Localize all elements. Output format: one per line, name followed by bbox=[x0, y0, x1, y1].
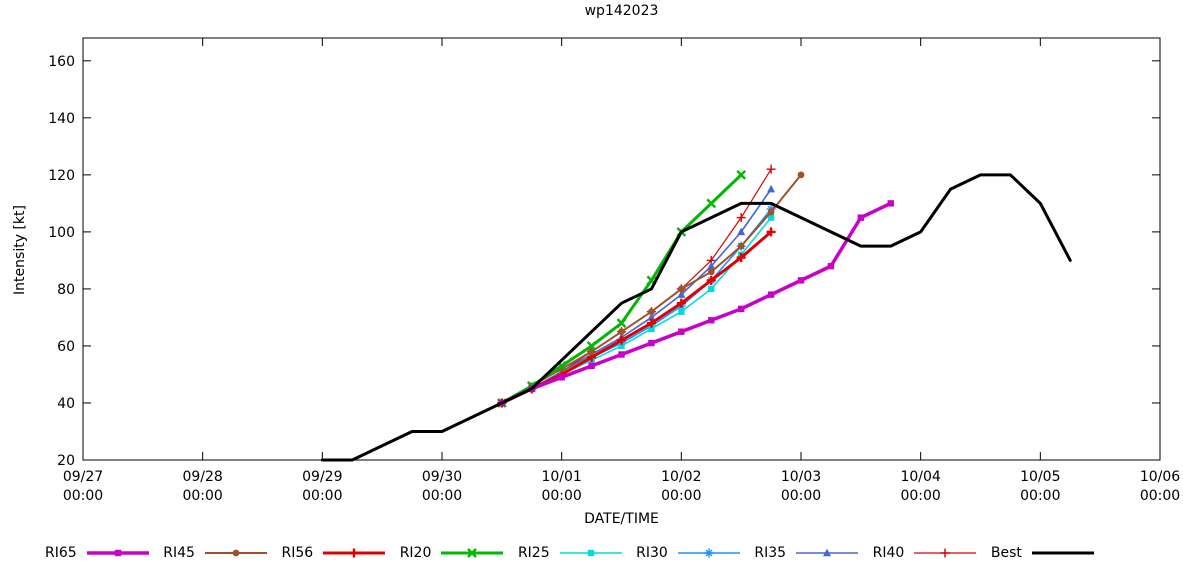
x-tick-label-time: 00:00 bbox=[182, 488, 222, 504]
x-tick-label-time: 00:00 bbox=[781, 488, 821, 504]
legend-label: RI20 bbox=[399, 545, 432, 561]
legend-label: RI35 bbox=[754, 545, 787, 561]
y-tick-label: 140 bbox=[48, 111, 75, 127]
legend-label: RI56 bbox=[281, 545, 314, 561]
legend-item-ri20: RI20 bbox=[400, 545, 505, 561]
x-tick-label-day: 09/27 bbox=[63, 469, 103, 485]
legend-item-ri30: RI30 bbox=[636, 545, 741, 561]
series-ri40 bbox=[497, 164, 776, 408]
x-tick-label-time: 00:00 bbox=[661, 488, 701, 504]
legend-item-ri45: RI45 bbox=[163, 545, 268, 561]
x-tick-label-day: 10/04 bbox=[900, 469, 940, 485]
y-tick-label: 100 bbox=[48, 225, 75, 241]
x-tick-label-day: 10/02 bbox=[661, 469, 701, 485]
x-tick-label-day: 10/06 bbox=[1140, 469, 1180, 485]
legend: RI65 RI45 RI56 RI20 RI25 RI30 RI35 RI40 Best bbox=[45, 545, 1095, 561]
legend-sample-ri35 bbox=[796, 548, 859, 557]
legend-item-ri25: RI25 bbox=[518, 545, 623, 561]
x-tick-label-time: 00:00 bbox=[1020, 488, 1060, 504]
y-axis-ticks: 20 40 60 80 100 120 140 160 bbox=[48, 54, 1160, 469]
y-tick-label: 60 bbox=[57, 339, 75, 355]
legend-sample-best bbox=[1031, 551, 1094, 555]
x-axis-ticks: 09/27 00:00 09/28 00:00 09/29 00:00 09/30 00:00… bbox=[63, 38, 1180, 504]
legend-sample-ri20 bbox=[441, 548, 504, 558]
x-tick-label-day: 09/29 bbox=[302, 469, 342, 485]
x-tick-label-day: 09/30 bbox=[422, 469, 462, 485]
legend-item-ri65: RI65 bbox=[45, 545, 150, 561]
x-tick-label-day: 10/03 bbox=[781, 469, 821, 485]
legend-sample-ri56 bbox=[323, 548, 386, 558]
plot-border bbox=[82, 37, 1161, 461]
legend-sample-ri30 bbox=[677, 548, 740, 558]
series-ri30 bbox=[497, 204, 776, 408]
x-tick-label-time: 00:00 bbox=[422, 488, 462, 504]
x-tick-label-day: 10/01 bbox=[541, 469, 581, 485]
legend-sample-ri45 bbox=[204, 549, 267, 557]
legend-sample-ri25 bbox=[559, 549, 622, 557]
x-tick-label-time: 00:00 bbox=[900, 488, 940, 504]
y-tick-label: 20 bbox=[57, 453, 75, 469]
legend-label: Best bbox=[990, 545, 1022, 561]
legend-sample-ri65 bbox=[86, 549, 149, 557]
x-tick-label-time: 00:00 bbox=[1140, 488, 1180, 504]
y-tick-label: 120 bbox=[48, 168, 75, 184]
series-best bbox=[320, 173, 1072, 462]
legend-label: RI65 bbox=[45, 545, 77, 561]
x-tick-label-time: 00:00 bbox=[302, 488, 342, 504]
legend-label: RI40 bbox=[872, 545, 905, 561]
x-axis-label: DATE/TIME bbox=[584, 511, 659, 527]
legend-item-best: Best bbox=[991, 545, 1095, 561]
x-tick-label-day: 09/28 bbox=[182, 469, 222, 485]
x-tick-label-time: 00:00 bbox=[541, 488, 581, 504]
x-tick-label-time: 00:00 bbox=[63, 488, 103, 504]
legend-label: RI25 bbox=[517, 545, 550, 561]
y-tick-label: 160 bbox=[48, 54, 75, 70]
legend-label: RI30 bbox=[636, 545, 668, 561]
legend-sample-ri40 bbox=[914, 548, 977, 558]
legend-label: RI45 bbox=[163, 545, 195, 561]
y-tick-label: 80 bbox=[57, 282, 75, 298]
y-tick-label: 40 bbox=[57, 396, 75, 412]
legend-item-ri56: RI56 bbox=[281, 545, 386, 561]
x-tick-label-day: 10/05 bbox=[1020, 469, 1060, 485]
legend-item-ri40: RI40 bbox=[873, 545, 978, 561]
legend-item-ri35: RI35 bbox=[754, 545, 859, 561]
chart-title: wp142023 bbox=[584, 3, 659, 19]
